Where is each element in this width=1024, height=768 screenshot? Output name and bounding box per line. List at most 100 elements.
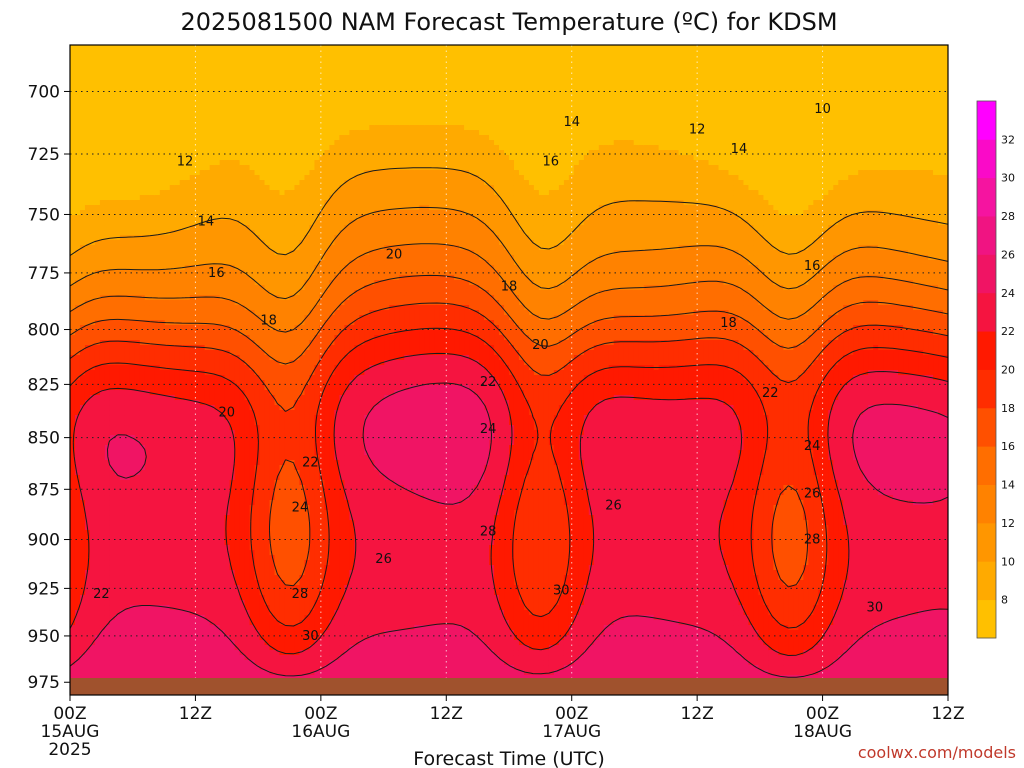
temperature-cell (249, 665, 256, 671)
temperature-cell (194, 650, 201, 656)
temperature-cell (234, 490, 241, 496)
temperature-cell (244, 210, 251, 216)
temperature-cell (214, 380, 221, 386)
temperature-cell (79, 420, 86, 426)
temperature-cell (144, 625, 151, 631)
temperature-cell (244, 670, 251, 676)
temperature-cell (244, 650, 251, 656)
temperature-cell (70, 510, 76, 516)
temperature-cell (89, 625, 96, 631)
temperature-cell (164, 510, 171, 516)
temperature-cell (79, 120, 86, 126)
temperature-cell (159, 220, 166, 226)
temperature-cell (139, 145, 146, 151)
temperature-cell (224, 90, 231, 96)
temperature-cell (174, 270, 181, 276)
temperature-cell (70, 465, 76, 471)
temperature-cell (254, 260, 261, 266)
temperature-cell (144, 360, 151, 366)
temperature-cell (209, 435, 216, 441)
temperature-cell (119, 295, 126, 301)
temperature-cell (99, 580, 106, 586)
temperature-cell (184, 440, 191, 446)
temperature-cell (244, 665, 251, 671)
temperature-cell (79, 165, 86, 171)
temperature-cell (229, 310, 236, 316)
temperature-cell (70, 225, 76, 231)
temperature-cell (139, 255, 146, 261)
temperature-cell (244, 510, 251, 516)
temperature-cell (129, 125, 136, 131)
temperature-cell (139, 415, 146, 421)
temperature-cell (164, 425, 171, 431)
temperature-cell (70, 250, 76, 256)
temperature-cell (149, 625, 156, 631)
temperature-cell (179, 595, 186, 601)
temperature-cell (104, 245, 111, 251)
temperature-cell (144, 445, 151, 451)
temperature-cell (214, 265, 221, 271)
temperature-cell (254, 505, 261, 511)
temperature-cell (79, 675, 86, 681)
temperature-cell (94, 575, 101, 581)
temperature-cell (199, 405, 206, 411)
temperature-cell (179, 405, 186, 411)
temperature-cell (89, 330, 96, 336)
temperature-cell (129, 555, 136, 561)
temperature-cell (109, 220, 116, 226)
temperature-cell (114, 505, 121, 511)
temperature-cell (169, 100, 176, 106)
temperature-cell (119, 420, 126, 426)
temperature-cell (74, 605, 81, 611)
temperature-cell (249, 655, 256, 661)
temperature-cell (189, 310, 196, 316)
temperature-cell (189, 645, 196, 651)
temperature-cell (89, 170, 96, 176)
temperature-cell (119, 675, 126, 681)
temperature-cell (199, 525, 206, 531)
temperature-cell (174, 275, 181, 281)
temperature-cell (174, 100, 181, 106)
temperature-cell (129, 345, 136, 351)
temperature-cell (144, 550, 151, 556)
temperature-cell (89, 580, 96, 586)
temperature-cell (109, 120, 116, 126)
temperature-cell (259, 150, 266, 156)
temperature-cell (134, 445, 141, 451)
temperature-cell (149, 620, 156, 626)
temperature-cell (84, 190, 91, 196)
temperature-cell (129, 265, 136, 271)
temperature-cell (214, 660, 221, 666)
temperature-cell (234, 205, 241, 211)
temperature-cell (109, 635, 116, 641)
temperature-cell (199, 450, 206, 456)
temperature-cell (70, 130, 76, 136)
temperature-cell (174, 310, 181, 316)
temperature-cell (144, 210, 151, 216)
temperature-cell (84, 385, 91, 391)
temperature-cell (174, 555, 181, 561)
temperature-cell (244, 445, 251, 451)
temperature-cell (219, 225, 226, 231)
temperature-cell (179, 505, 186, 511)
temperature-cell (179, 230, 186, 236)
temperature-cell (199, 320, 206, 326)
temperature-cell (79, 470, 86, 476)
temperature-cell (189, 335, 196, 341)
temperature-cell (174, 645, 181, 651)
temperature-cell (74, 320, 81, 326)
temperature-cell (134, 125, 141, 131)
temperature-cell (239, 620, 246, 626)
temperature-cell (104, 605, 111, 611)
temperature-cell (144, 665, 151, 671)
temperature-cell (169, 465, 176, 471)
temperature-cell (229, 460, 236, 466)
temperature-cell (149, 575, 156, 581)
temperature-cell (259, 205, 266, 211)
temperature-cell (254, 165, 261, 171)
temperature-cell (114, 565, 121, 571)
temperature-cell (189, 150, 196, 156)
temperature-cell (209, 235, 216, 241)
temperature-cell (124, 55, 131, 61)
temperature-cell (74, 645, 81, 651)
